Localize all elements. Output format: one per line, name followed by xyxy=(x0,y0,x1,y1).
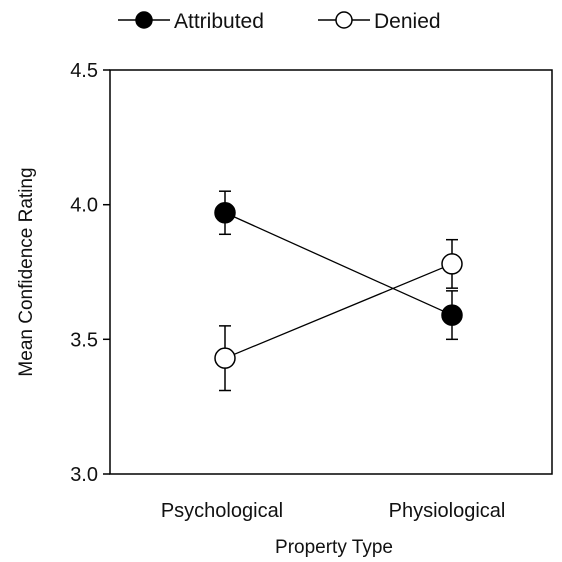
data-point-denied-physiological xyxy=(441,253,463,275)
legend-label-attributed: Attributed xyxy=(174,10,264,33)
series-line-denied xyxy=(224,263,453,359)
plot-frame xyxy=(109,69,553,475)
series-layer xyxy=(214,190,463,392)
legend-marker-denied xyxy=(335,11,353,29)
legend: Attributed Denied xyxy=(118,10,441,33)
y-tick-label-3: 4.5 xyxy=(70,60,98,82)
data-point-attributed-psychological xyxy=(214,201,236,224)
legend-item-attributed: Attributed xyxy=(118,10,264,33)
legend-item-denied: Denied xyxy=(318,10,441,33)
x-tick-label-psychological: Psychological xyxy=(161,500,283,522)
x-axis: Psychological Physiological Property Typ… xyxy=(161,500,506,558)
data-point-attributed-physiological xyxy=(441,304,463,326)
legend-label-denied: Denied xyxy=(374,10,441,33)
series-line-attributed xyxy=(224,212,453,316)
y-axis-label: Mean Confidence Rating xyxy=(16,167,37,376)
x-tick-label-physiological: Physiological xyxy=(389,500,506,522)
y-tick-label-0: 3.0 xyxy=(70,464,98,486)
y-tick-label-1: 3.5 xyxy=(70,329,98,351)
y-tick-label-2: 4.0 xyxy=(70,195,98,217)
x-axis-label: Property Type xyxy=(275,537,393,558)
legend-marker-attributed xyxy=(135,11,153,29)
data-point-denied-psychological xyxy=(214,347,236,369)
y-axis: 3.0 3.5 4.0 4.5 Mean Confidence Rating xyxy=(16,60,110,486)
